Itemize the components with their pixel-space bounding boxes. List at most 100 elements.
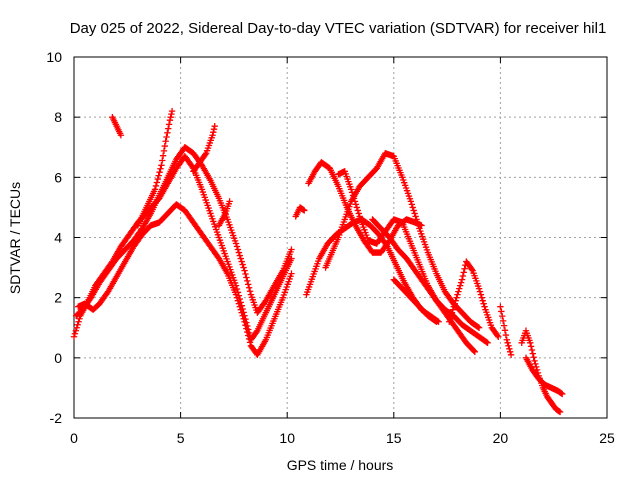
data-point — [154, 175, 161, 183]
data-point — [158, 162, 165, 169]
data-point — [242, 321, 249, 329]
data-point — [239, 261, 246, 268]
data-point — [75, 318, 82, 325]
data-point — [502, 331, 510, 339]
data-point — [161, 142, 169, 150]
data-point — [245, 335, 253, 343]
y-tick-label: 8 — [54, 109, 62, 125]
data-point — [151, 186, 159, 193]
data-point — [409, 204, 416, 211]
data-point — [157, 165, 164, 172]
data-point — [501, 327, 509, 334]
data-point — [527, 339, 534, 346]
data-point — [475, 324, 483, 331]
data-point — [156, 168, 163, 176]
x-tick-label: 20 — [493, 430, 509, 446]
data-point — [349, 192, 357, 199]
series-trace-16 — [497, 303, 515, 359]
data-point — [448, 309, 456, 316]
data-point — [155, 172, 162, 179]
y-axis-label: SDTVAR / TECUs — [7, 182, 23, 294]
data-point — [232, 240, 240, 247]
data-point — [495, 333, 502, 340]
series-trace-5 — [134, 107, 176, 229]
series-trace-15 — [446, 258, 502, 340]
data-point — [459, 272, 467, 280]
data-point — [74, 321, 81, 328]
data-point — [532, 360, 539, 368]
data-point — [458, 276, 466, 283]
data-points — [70, 107, 566, 416]
data-point — [412, 213, 419, 220]
data-point — [477, 291, 485, 298]
data-point — [478, 294, 486, 301]
data-point — [414, 219, 421, 226]
data-point — [164, 129, 171, 137]
data-point — [288, 246, 295, 253]
x-tick-label: 15 — [386, 430, 402, 446]
data-point — [456, 285, 463, 292]
data-point — [244, 328, 251, 336]
data-point — [500, 322, 508, 329]
x-tick-labels: 0 5 10 15 20 25 — [70, 430, 615, 446]
data-point — [455, 288, 462, 295]
data-point — [236, 303, 244, 310]
data-point — [210, 129, 217, 136]
data-point — [408, 201, 416, 208]
data-point — [243, 325, 250, 332]
data-point — [233, 243, 241, 250]
data-point — [413, 216, 420, 223]
data-point — [72, 327, 80, 334]
data-point — [507, 351, 515, 359]
data-point — [76, 315, 83, 322]
data-point — [209, 132, 216, 139]
data-point — [233, 294, 241, 301]
data-point — [241, 267, 248, 274]
data-point — [246, 288, 254, 295]
data-point — [153, 179, 161, 186]
data-point — [457, 279, 465, 286]
data-point — [163, 133, 170, 141]
data-point — [415, 222, 422, 229]
data-point — [235, 249, 243, 256]
data-point — [454, 291, 461, 298]
data-point — [159, 157, 166, 164]
data-point — [241, 318, 248, 325]
data-point — [232, 291, 240, 298]
data-point — [483, 338, 490, 346]
data-point — [235, 300, 243, 307]
data-point — [73, 324, 80, 331]
data-point — [453, 294, 460, 301]
y-tick-label: 4 — [54, 230, 62, 246]
data-point — [288, 270, 295, 277]
data-point — [479, 297, 486, 304]
data-point — [484, 339, 491, 346]
data-point — [167, 113, 174, 121]
data-point — [245, 284, 253, 291]
data-point — [253, 328, 260, 336]
data-point — [237, 306, 244, 313]
data-point — [470, 347, 478, 355]
y-tick-labels: -2 0 2 4 6 8 10 — [46, 49, 62, 426]
data-point — [233, 285, 241, 293]
data-point — [350, 195, 358, 202]
series-trace-14 — [390, 276, 440, 325]
data-point — [347, 186, 355, 193]
data-point — [240, 315, 247, 322]
data-point — [210, 126, 218, 133]
data-point — [504, 339, 511, 346]
data-point — [352, 201, 360, 208]
data-point — [505, 342, 512, 349]
data-point — [234, 297, 242, 304]
data-point — [456, 282, 464, 289]
series-trace-11 — [322, 150, 483, 331]
data-point — [451, 300, 458, 307]
data-point — [449, 306, 457, 313]
series-trace-6 — [190, 122, 218, 175]
series-trace-7 — [215, 198, 233, 229]
x-tick-label: 25 — [599, 430, 615, 446]
data-point — [351, 198, 359, 205]
data-point — [531, 357, 538, 365]
data-point — [481, 303, 488, 310]
data-point — [556, 408, 564, 416]
